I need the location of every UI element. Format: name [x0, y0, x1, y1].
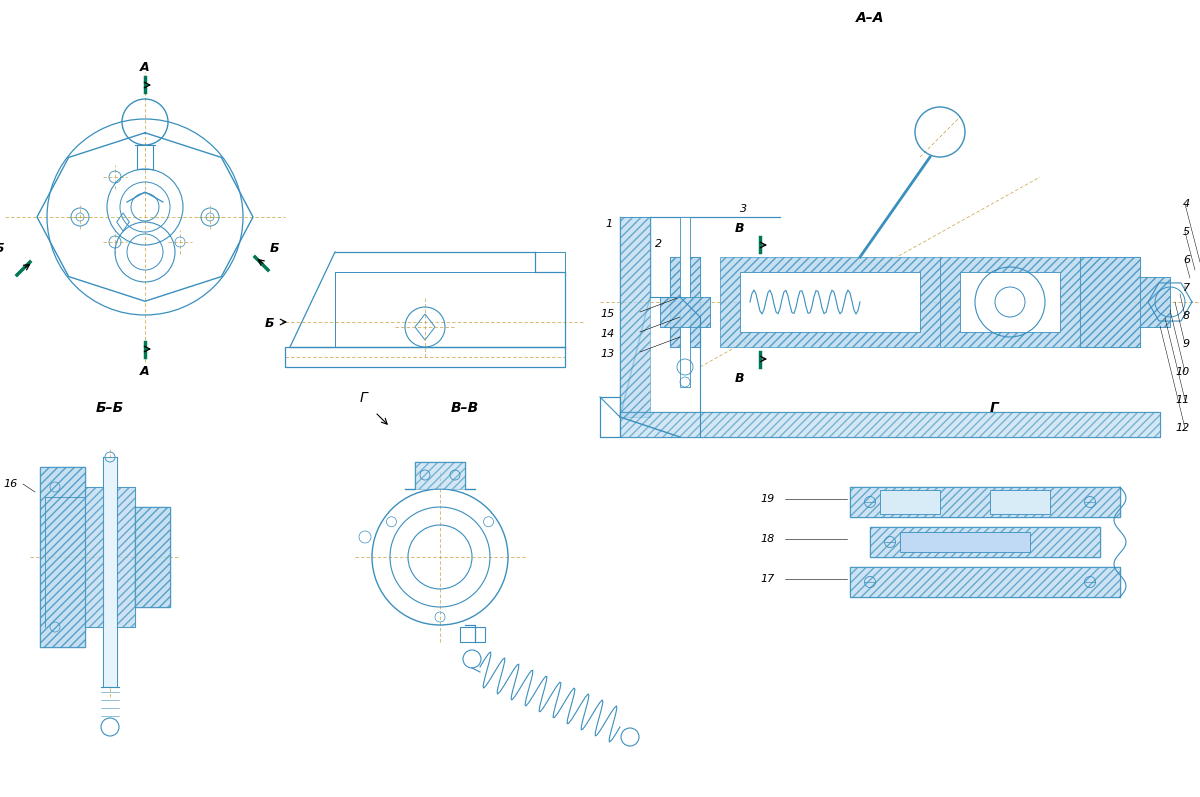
Bar — [940, 257, 1080, 347]
Bar — [850, 487, 1120, 517]
Bar — [415, 462, 466, 489]
Bar — [900, 532, 1030, 552]
Bar — [460, 627, 485, 642]
Text: 7: 7 — [1183, 283, 1190, 293]
Text: Б: Б — [270, 242, 280, 255]
Text: 19: 19 — [760, 494, 774, 504]
Text: Г: Г — [990, 401, 998, 415]
Text: 11: 11 — [1176, 395, 1190, 405]
Text: Б: Б — [0, 242, 5, 255]
Text: В–В: В–В — [451, 401, 479, 415]
Bar — [620, 412, 1160, 437]
Bar — [960, 272, 1060, 332]
Text: 16: 16 — [2, 479, 17, 489]
Bar — [660, 297, 710, 327]
Text: 10: 10 — [1176, 367, 1190, 377]
Bar — [40, 467, 85, 647]
Text: 8: 8 — [1183, 311, 1190, 321]
Text: 9: 9 — [1183, 339, 1190, 349]
Text: Б: Б — [265, 317, 275, 330]
Bar — [118, 487, 134, 627]
Bar — [620, 217, 650, 417]
Bar — [1140, 277, 1170, 327]
Bar — [850, 487, 1120, 517]
Text: 6: 6 — [1183, 255, 1190, 265]
Bar — [134, 507, 170, 607]
Text: В: В — [734, 222, 744, 235]
Text: Б–Б: Б–Б — [96, 401, 124, 415]
Text: 4: 4 — [1183, 199, 1190, 209]
Bar — [990, 490, 1050, 514]
Bar — [1080, 257, 1140, 347]
Bar — [870, 527, 1100, 557]
Text: 5: 5 — [1183, 227, 1190, 237]
Bar — [670, 257, 700, 347]
Text: 1: 1 — [605, 219, 612, 229]
Text: А: А — [140, 365, 150, 378]
Bar — [850, 567, 1120, 597]
Bar — [600, 397, 620, 437]
Bar — [118, 487, 134, 627]
Text: 3: 3 — [740, 204, 748, 214]
Text: Г: Г — [360, 391, 367, 405]
Bar — [1080, 257, 1140, 347]
Text: 17: 17 — [760, 574, 774, 584]
Bar — [620, 412, 1160, 437]
Bar — [670, 257, 700, 347]
Text: А–А: А–А — [856, 11, 884, 25]
Bar — [85, 487, 103, 627]
Text: А: А — [140, 61, 150, 74]
Bar — [535, 252, 565, 272]
Text: 13: 13 — [600, 349, 614, 359]
Bar — [85, 487, 103, 627]
Bar — [680, 217, 690, 387]
Bar — [1140, 277, 1170, 327]
Bar — [720, 257, 940, 347]
Text: 18: 18 — [760, 534, 774, 544]
Text: В: В — [734, 372, 744, 385]
Bar — [740, 272, 920, 332]
Bar — [286, 347, 565, 367]
Bar — [870, 527, 1100, 557]
Bar — [103, 457, 118, 687]
Bar — [134, 507, 170, 607]
Text: 14: 14 — [600, 329, 614, 339]
Text: 15: 15 — [600, 309, 614, 319]
Bar — [660, 297, 710, 327]
Text: 12: 12 — [1176, 423, 1190, 433]
Text: 2: 2 — [655, 239, 662, 249]
Bar — [40, 467, 85, 647]
Bar — [850, 567, 1120, 597]
Bar — [880, 490, 940, 514]
